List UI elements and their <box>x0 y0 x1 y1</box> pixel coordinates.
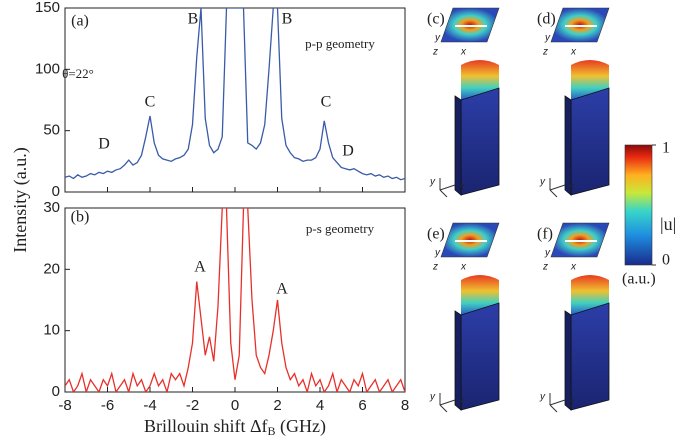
pillar-cap <box>571 275 609 315</box>
y-tick-label: 10 <box>43 322 60 339</box>
annotation: C <box>321 94 332 111</box>
pillar-body <box>570 87 610 196</box>
axis-letter: z <box>542 47 548 58</box>
axes-triad <box>549 178 566 198</box>
pillar-cap <box>461 60 499 100</box>
panel-label: (c) <box>427 11 445 28</box>
pillar-side <box>454 310 462 411</box>
panel-label: (d) <box>537 11 556 28</box>
x-label-unit: (GHz) <box>276 416 326 437</box>
pillar-cap <box>571 60 609 100</box>
annotation: p-p geometry <box>305 36 375 51</box>
colorbar-unit: (a.u.) <box>622 271 656 288</box>
y-tick-label: 30 <box>43 199 60 216</box>
y-axis-label: Intensity (a.u.) <box>10 147 31 252</box>
annotation: p-s geometry <box>306 221 375 236</box>
axis-letter: x <box>460 47 467 58</box>
pillar-side <box>454 95 462 196</box>
x-label-main: Brillouin shift Δf <box>144 416 268 436</box>
x-label-sub: B <box>268 424 276 438</box>
axis-letter: x <box>458 182 465 193</box>
x-tick-label: -8 <box>58 397 71 414</box>
x-tick-label: 8 <box>401 397 409 414</box>
annotation: A <box>194 259 206 276</box>
axis-letter: x <box>570 47 577 58</box>
panel-label: (f) <box>537 226 553 243</box>
x-tick-label: -6 <box>101 397 114 414</box>
y-tick-label: 0 <box>52 383 60 400</box>
spectrum-line <box>65 208 405 392</box>
axis-letter: y <box>434 33 441 44</box>
axis-letter: y <box>539 392 546 403</box>
axis-letter: x <box>568 182 575 193</box>
axes-triad <box>439 393 456 413</box>
x-tick-label: -4 <box>143 397 156 414</box>
mode-panel: (d)yz xy x <box>537 7 610 198</box>
mode-panel: (f)yz xy x <box>537 222 610 413</box>
axis-letter: y <box>544 33 551 44</box>
annotation: D <box>98 136 110 153</box>
axis-letter: x <box>570 262 577 273</box>
axis-letter: x <box>458 397 465 408</box>
axes-triad <box>439 178 456 198</box>
x-tick-label: 6 <box>358 397 366 414</box>
pillar-body <box>460 87 500 196</box>
x-tick-label: 4 <box>316 397 324 414</box>
y-tick-label: 20 <box>43 260 60 277</box>
x-tick-label: 0 <box>231 397 239 414</box>
pillar-side <box>564 95 572 196</box>
axes-triad <box>549 393 566 413</box>
colorbar-tick-label: 0 <box>662 252 670 269</box>
annotation: A <box>276 281 288 298</box>
axis-letter: y <box>434 248 441 259</box>
mode-panel: (c)yz xy x <box>427 7 500 198</box>
panel-label: (e) <box>427 226 445 243</box>
axis-letter: y <box>429 392 436 403</box>
axis-letter: z <box>542 262 548 273</box>
colorbar-tick-label: 1 <box>662 140 670 157</box>
colorbar-label: |u| <box>660 214 676 234</box>
annotation: D <box>342 143 354 160</box>
annotation: (b) <box>71 209 90 226</box>
mode-panel: (e)yz xy x <box>427 222 500 413</box>
x-tick-label: 2 <box>273 397 281 414</box>
axis-letter: z <box>432 262 438 273</box>
x-tick-label: -2 <box>186 397 199 414</box>
x-axis-label: Brillouin shift ΔfB (GHz) <box>144 416 326 438</box>
spectrum-line <box>65 8 405 181</box>
colorbar <box>624 144 653 266</box>
axis-letter: y <box>429 177 436 188</box>
y-tick-label: 0 <box>52 183 60 200</box>
y-tick-label: 100 <box>35 60 60 77</box>
pillar-cap <box>461 275 499 315</box>
pillar-body <box>570 302 610 411</box>
axis-letter: y <box>544 248 551 259</box>
axis-letter: z <box>432 47 438 58</box>
annotation: C <box>145 94 156 111</box>
annotation: B <box>282 11 293 28</box>
axis-letter: x <box>568 397 575 408</box>
axis-letter: y <box>539 177 546 188</box>
annotation: (a) <box>71 13 89 30</box>
y-tick-label: 150 <box>35 0 60 16</box>
pillar-side <box>564 310 572 411</box>
annotation: θ=22° <box>62 66 94 81</box>
annotation: B <box>188 11 199 28</box>
y-tick-label: 50 <box>43 122 60 139</box>
axis-letter: x <box>460 262 467 273</box>
pillar-body <box>460 302 500 411</box>
